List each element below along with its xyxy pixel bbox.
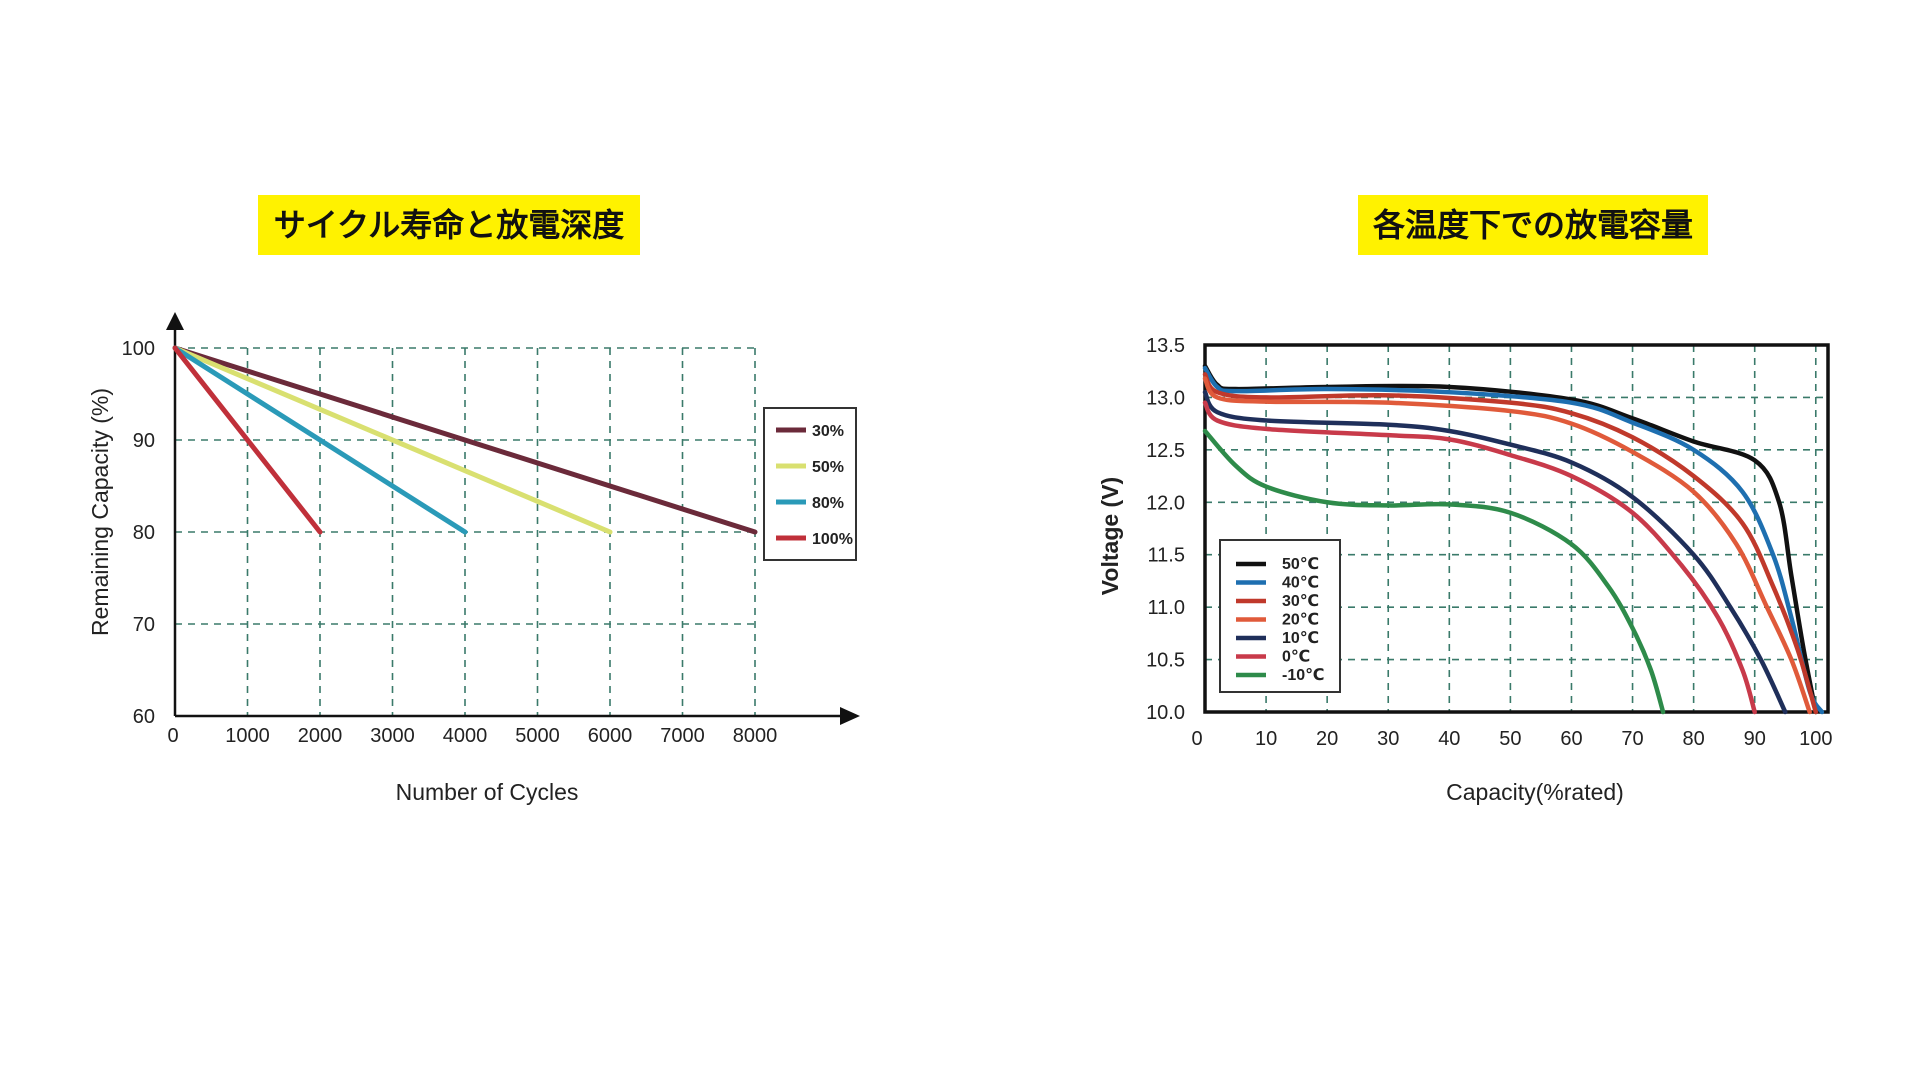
temp-chart-legend-label: 20℃ bbox=[1282, 612, 1319, 629]
cycle-chart-legend-label: 80% bbox=[812, 495, 844, 512]
temp-chart-series-line-0℃ bbox=[1202, 400, 1757, 715]
chart-title-discharge-temperature: 各温度下での放電容量 bbox=[1358, 195, 1708, 255]
y-axis-arrow-icon bbox=[166, 312, 184, 330]
temp-chart-x-axis-label: Capacity(%rated) bbox=[1446, 779, 1624, 805]
temp-chart-legend: 50℃ 40℃30℃ 20℃10℃ 0℃-10℃ bbox=[1219, 539, 1341, 693]
cycle-chart-y-tick-label: 70 bbox=[133, 614, 155, 636]
cycle-chart-series-line-100% bbox=[172, 345, 323, 535]
temp-chart-x-tick-label: 80 bbox=[1683, 728, 1705, 750]
cycle-chart-x-tick-label: 2000 bbox=[298, 725, 343, 747]
temp-chart-legend-label: -10℃ bbox=[1282, 667, 1325, 684]
temp-chart-legend-label: 50℃ bbox=[1282, 556, 1319, 573]
cycle-chart-legend-label: 30% bbox=[812, 423, 844, 440]
cycle-chart-legend-label: 50% bbox=[812, 459, 844, 476]
cycle-chart-y-tick-label: 80 bbox=[133, 522, 155, 544]
cycle-chart-x-axis-label: Number of Cycles bbox=[396, 779, 579, 805]
cycle-chart-x-tick-label: 1000 bbox=[225, 725, 270, 747]
temp-chart-y-axis-label: Voltage (V) bbox=[1097, 477, 1123, 595]
chart-title-cycle-life: サイクル寿命と放電深度 bbox=[258, 195, 640, 255]
temp-chart-legend-label: 0℃ bbox=[1282, 649, 1310, 666]
x-axis-arrow-icon bbox=[840, 707, 860, 725]
cycle-chart-legend-box bbox=[763, 407, 857, 561]
cycle-chart-x-tick-label: 0 bbox=[167, 725, 178, 747]
cycle-chart-y-tick-label: 60 bbox=[133, 706, 155, 728]
temp-chart-x-tick-label: 20 bbox=[1316, 728, 1338, 750]
cycle-chart-y-axis-label: Remaining Capacity (%) bbox=[87, 388, 113, 636]
temp-chart-x-tick-label: 100 bbox=[1799, 728, 1832, 750]
temp-chart-x-tick-label: 90 bbox=[1744, 728, 1766, 750]
temp-chart-frame bbox=[1203, 343, 1830, 714]
cycle-chart-series-line-80% bbox=[172, 345, 468, 535]
cycle-life-chart: 0 1000 2000 3000 4000 5000 6000 7000 8000 60 70 80 9… bbox=[87, 312, 860, 805]
temp-chart-x-tick-label: 70 bbox=[1621, 728, 1643, 750]
cycle-chart-y-tick-label: 100 bbox=[122, 338, 155, 360]
temp-chart-x-tick-label: 40 bbox=[1438, 728, 1460, 750]
temp-chart-x-tick-label: 30 bbox=[1377, 728, 1399, 750]
cycle-chart-x-tick-label: 4000 bbox=[443, 725, 488, 747]
temp-chart-y-tick-label: 10.0 bbox=[1146, 702, 1185, 724]
discharge-temperature-chart: 0 10 20 30 40 50 60 70 80 90 100 10.0 10.5 11.0 11.5 12… bbox=[1097, 335, 1832, 805]
temp-chart-series-line-20℃ bbox=[1202, 376, 1812, 715]
cycle-chart-x-tick-label: 7000 bbox=[660, 725, 705, 747]
temp-chart-legend-label: 40℃ bbox=[1282, 575, 1319, 592]
temp-chart-x-tick-label: 0 bbox=[1191, 728, 1202, 750]
cycle-chart-x-tick-label: 8000 bbox=[733, 725, 778, 747]
cycle-chart-legend: 30% 50% 80% 100% bbox=[763, 407, 857, 561]
temp-chart-legend-label: 30℃ bbox=[1282, 593, 1319, 610]
cycle-chart-series-line-50% bbox=[172, 345, 613, 535]
temp-chart-y-tick-label: 12.5 bbox=[1146, 440, 1185, 462]
temp-chart-series-line-10℃ bbox=[1202, 389, 1788, 715]
temp-chart-y-tick-label: 13.5 bbox=[1146, 335, 1185, 357]
temp-chart-x-tick-label: 10 bbox=[1255, 728, 1277, 750]
cycle-chart-y-tick-label: 90 bbox=[133, 430, 155, 452]
temp-chart-x-tick-label: 60 bbox=[1560, 728, 1582, 750]
temp-chart-y-tick-label: 13.0 bbox=[1146, 387, 1185, 409]
cycle-chart-legend-label: 100% bbox=[812, 531, 853, 548]
temp-chart-series-line-40℃ bbox=[1202, 365, 1825, 715]
cycle-chart-x-tick-label: 3000 bbox=[370, 725, 415, 747]
temp-chart-y-tick-label: 11.5 bbox=[1148, 545, 1185, 567]
cycle-chart-x-tick-label: 5000 bbox=[515, 725, 560, 747]
temp-chart-y-tick-label: 10.5 bbox=[1146, 650, 1185, 672]
temp-chart-x-tick-label: 50 bbox=[1499, 728, 1521, 750]
temp-chart-series-line--10℃ bbox=[1202, 428, 1666, 715]
temp-chart-y-tick-label: 12.0 bbox=[1146, 492, 1185, 514]
cycle-chart-series-line-30% bbox=[172, 345, 758, 535]
cycle-chart-x-tick-label: 6000 bbox=[588, 725, 633, 747]
temp-chart-legend-label: 10℃ bbox=[1282, 630, 1319, 647]
temp-chart-series-line-30℃ bbox=[1202, 372, 1819, 715]
temp-chart-y-tick-label: 11.0 bbox=[1148, 597, 1185, 619]
